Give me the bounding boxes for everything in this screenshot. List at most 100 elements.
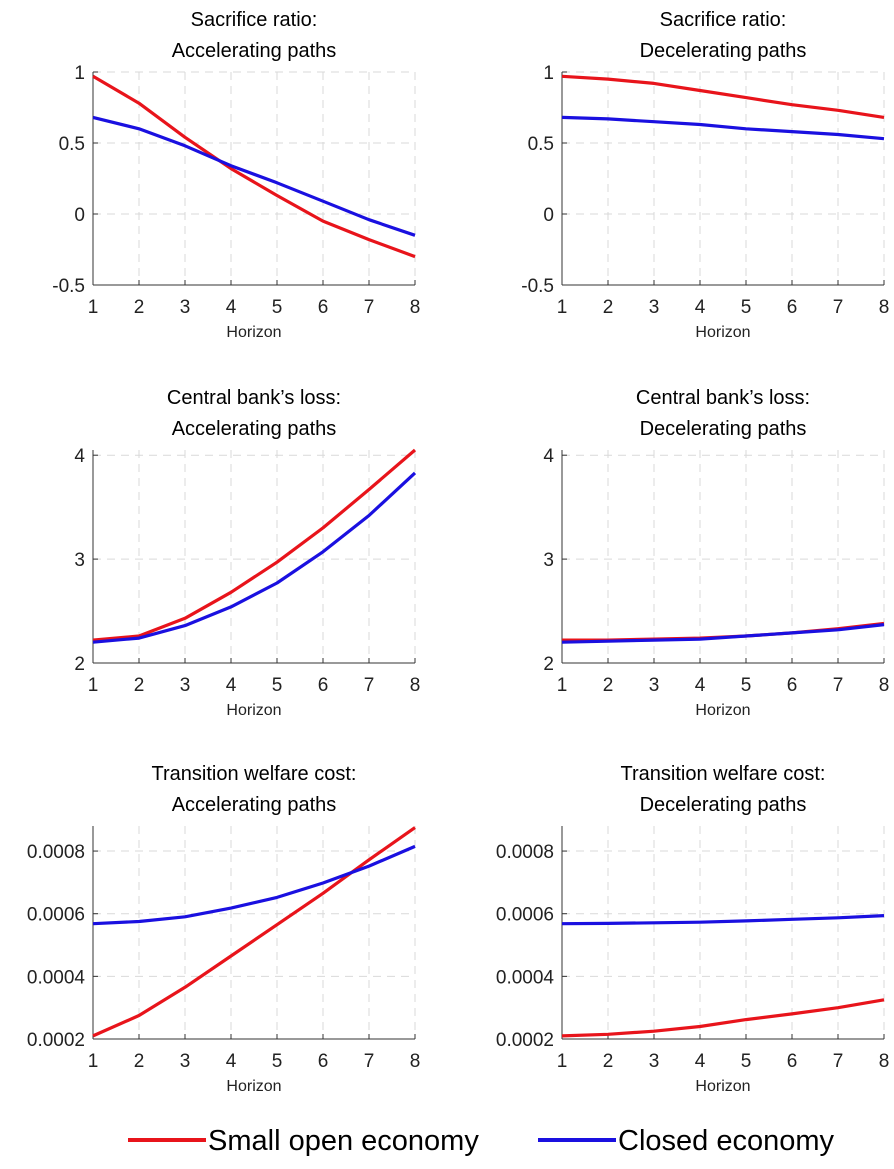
- chart-title: Transition welfare cost:: [621, 763, 826, 785]
- x-tick-label: 7: [364, 1051, 375, 1072]
- x-tick-label: 6: [318, 675, 329, 696]
- chart-title: Central bank’s loss:: [167, 387, 341, 409]
- series-line-small-open-economy: [92, 74, 416, 259]
- x-tick-label: 5: [741, 675, 752, 696]
- x-tick-label: 7: [833, 1051, 844, 1072]
- x-tick-label: 8: [410, 1051, 421, 1072]
- panel-sacrifice-decelerating: -0.5 0 0.5 1 1 2 3 4 5 6 7 8 Horizon Sacrifice ratio:…: [521, 9, 889, 341]
- y-tick-label: 0.0002: [496, 1030, 554, 1051]
- y-tick-label: 0.0006: [496, 905, 554, 926]
- x-tick-label: 5: [272, 297, 283, 318]
- x-tick-label: 1: [557, 675, 568, 696]
- y-tick-label: 0.0008: [496, 842, 554, 863]
- y-tick-label: 0: [74, 205, 85, 226]
- x-tick-label: 7: [364, 675, 375, 696]
- chart-subtitle: Decelerating paths: [640, 40, 807, 62]
- x-tick-label: 3: [180, 1051, 191, 1072]
- x-axis-label: Horizon: [695, 1078, 750, 1095]
- series-line-closed-economy: [561, 623, 885, 644]
- chart-subtitle: Decelerating paths: [640, 418, 807, 440]
- series-line-small-open-economy: [92, 448, 417, 642]
- x-tick-label: 2: [603, 1051, 614, 1072]
- x-axis-label: Horizon: [695, 702, 750, 719]
- x-tick-label: 5: [741, 297, 752, 318]
- x-tick-label: 7: [833, 675, 844, 696]
- series-line-closed-economy: [92, 471, 417, 644]
- x-tick-label: 8: [879, 297, 890, 318]
- y-tick-label: 4: [74, 446, 85, 467]
- y-tick-label: 2: [543, 654, 554, 675]
- x-tick-label: 8: [410, 675, 421, 696]
- y-tick-label: 0.0006: [27, 905, 85, 926]
- x-tick-label: 8: [410, 297, 421, 318]
- x-tick-label: 5: [272, 1051, 283, 1072]
- series-line-small-open-economy: [561, 998, 885, 1038]
- x-tick-label: 4: [695, 1051, 706, 1072]
- y-tick-label: 2: [74, 654, 85, 675]
- x-tick-label: 2: [134, 675, 145, 696]
- panel-sacrifice-accelerating: -0.5 0 0.5 1 1 2 3 4 5 6 7 8 Horizon Sacrifice ratio:…: [52, 9, 420, 341]
- y-tick-label: 0.0002: [27, 1030, 85, 1051]
- x-axis-label: Horizon: [226, 1078, 281, 1095]
- x-axis-label: Horizon: [695, 324, 750, 341]
- chart-title: Central bank’s loss:: [636, 387, 810, 409]
- series-line-closed-economy: [561, 115, 885, 141]
- series-line-small-open-economy: [561, 74, 885, 119]
- x-tick-label: 4: [226, 675, 237, 696]
- legend-label-closed-economy: Closed economy: [618, 1125, 834, 1157]
- x-tick-label: 6: [787, 675, 798, 696]
- x-tick-label: 5: [741, 1051, 752, 1072]
- panel-welfare-decelerating: 0.0002 0.0004 0.0006 0.0008 1 2 3 4 5 6 7 8 Horizon T…: [496, 763, 889, 1095]
- panel-welfare-accelerating: 0.0002 0.0004 0.0006 0.0008 1 2 3 4 5 6 7 8 Horizon T…: [27, 763, 420, 1095]
- x-tick-label: 1: [88, 297, 99, 318]
- x-tick-label: 5: [272, 675, 283, 696]
- x-tick-label: 3: [649, 675, 660, 696]
- x-tick-label: 7: [364, 297, 375, 318]
- x-tick-label: 2: [134, 297, 145, 318]
- x-tick-label: 2: [603, 675, 614, 696]
- chart-subtitle: Decelerating paths: [640, 794, 807, 816]
- chart-subtitle: Accelerating paths: [172, 418, 337, 440]
- series-line-closed-economy: [92, 115, 416, 237]
- x-tick-label: 3: [180, 675, 191, 696]
- y-tick-label: 3: [74, 550, 85, 571]
- y-tick-label: 0: [543, 205, 554, 226]
- x-tick-label: 4: [226, 297, 237, 318]
- x-tick-label: 6: [787, 1051, 798, 1072]
- legend: Small open economy Closed economy: [128, 1125, 834, 1157]
- y-tick-label: 4: [543, 446, 554, 467]
- y-tick-label: 3: [543, 550, 554, 571]
- x-tick-label: 3: [649, 1051, 660, 1072]
- x-tick-label: 6: [787, 297, 798, 318]
- chart-title: Transition welfare cost:: [152, 763, 357, 785]
- x-tick-label: 2: [603, 297, 614, 318]
- series-line-closed-economy: [92, 844, 416, 926]
- y-tick-label: 0.5: [59, 134, 85, 155]
- legend-label-small-open-economy: Small open economy: [208, 1125, 479, 1157]
- series-line-closed-economy: [561, 914, 885, 926]
- series-line-small-open-economy: [92, 826, 416, 1038]
- y-tick-label: 0.0008: [27, 842, 85, 863]
- x-tick-label: 3: [180, 297, 191, 318]
- y-tick-label: 0.5: [528, 134, 554, 155]
- x-tick-label: 4: [695, 675, 706, 696]
- x-axis-label: Horizon: [226, 324, 281, 341]
- chart-title: Sacrifice ratio:: [660, 9, 787, 31]
- x-tick-label: 8: [879, 675, 890, 696]
- x-tick-label: 3: [649, 297, 660, 318]
- x-tick-label: 7: [833, 297, 844, 318]
- x-tick-label: 8: [879, 1051, 890, 1072]
- x-tick-label: 4: [226, 1051, 237, 1072]
- x-tick-label: 2: [134, 1051, 145, 1072]
- x-tick-label: 6: [318, 1051, 329, 1072]
- y-tick-label: 0.0004: [496, 967, 555, 988]
- chart-title: Sacrifice ratio:: [191, 9, 318, 31]
- x-tick-label: 4: [695, 297, 706, 318]
- x-tick-label: 1: [557, 297, 568, 318]
- x-tick-label: 1: [88, 675, 99, 696]
- y-tick-label: -0.5: [521, 276, 554, 297]
